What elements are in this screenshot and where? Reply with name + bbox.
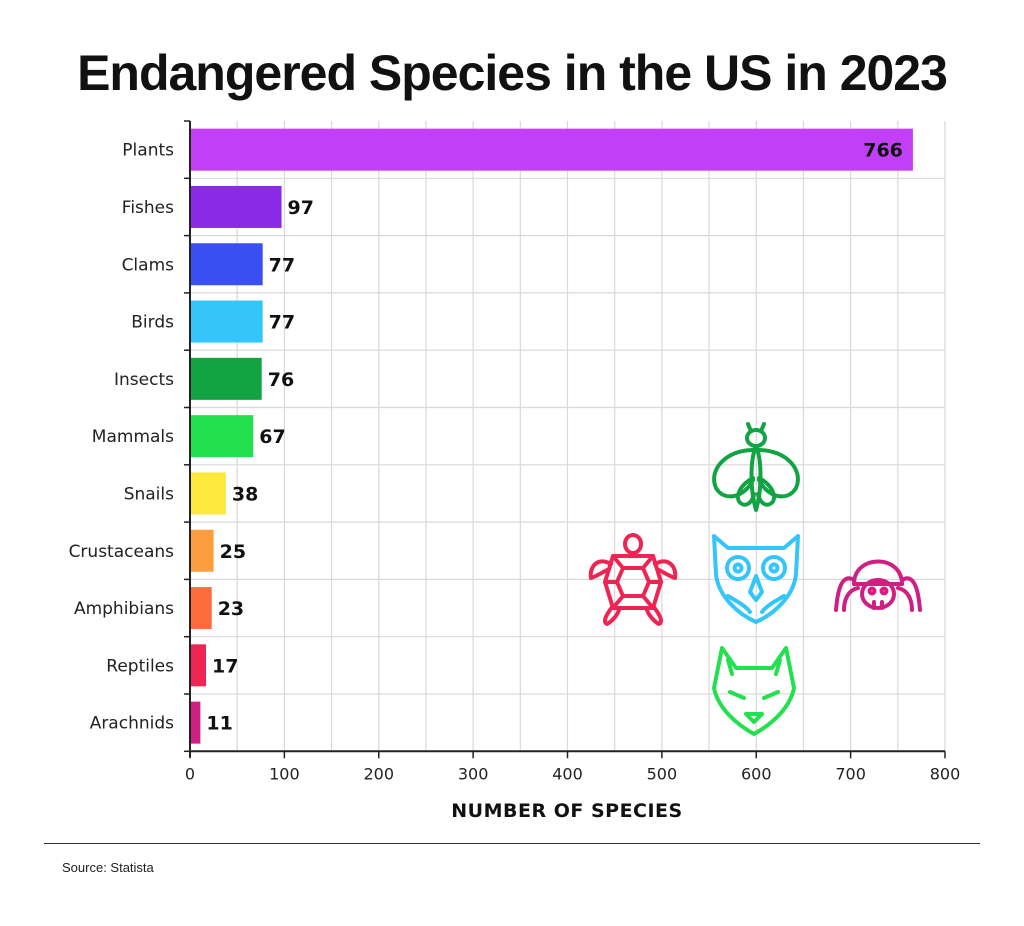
x-tick-label: 800 <box>930 764 961 783</box>
x-tick-label: 100 <box>269 764 300 783</box>
category-label: Reptiles <box>106 656 174 676</box>
bar-plants <box>190 128 913 171</box>
x-axis-title: NUMBER OF SPECIES <box>451 800 682 822</box>
category-label: Arachnids <box>90 714 174 734</box>
category-label: Crustaceans <box>69 542 175 562</box>
grid-lines <box>190 121 946 752</box>
x-tick-label: 500 <box>647 764 678 783</box>
value-label: 77 <box>269 254 295 276</box>
x-tick-label: 700 <box>835 764 866 783</box>
category-label: Amphibians <box>74 599 174 619</box>
x-tick-label: 300 <box>458 764 489 783</box>
value-label: 38 <box>232 483 258 505</box>
bar-snails <box>190 472 226 515</box>
value-label: 17 <box>212 655 238 677</box>
value-label: 766 <box>863 140 903 162</box>
bar-chart: Plants 766 Fishes 97 Clams 77 Birds 77 Insects 76… <box>69 120 961 822</box>
value-label: 67 <box>259 426 285 448</box>
category-label: Plants <box>122 141 174 161</box>
x-tick-label: 400 <box>552 764 583 783</box>
bar-birds <box>190 300 263 343</box>
value-label: 25 <box>220 541 246 563</box>
source-note: Source: Statista <box>62 860 154 875</box>
wolf-icon <box>712 646 796 736</box>
bar-fishes <box>190 185 282 228</box>
labels: Plants 766 Fishes 97 Clams 77 Birds 77 Insects 76… <box>69 140 961 784</box>
value-label: 76 <box>268 369 294 391</box>
value-label: 11 <box>206 713 232 735</box>
bar-clams <box>190 243 263 286</box>
x-tick-label: 600 <box>741 764 772 783</box>
x-tick-label: 200 <box>363 764 394 783</box>
bar-crustaceans <box>190 529 214 572</box>
value-label: 77 <box>269 312 295 334</box>
value-label: 97 <box>288 197 314 219</box>
bar-insects <box>190 357 262 400</box>
value-label: 23 <box>218 598 244 620</box>
bar-amphibians <box>190 587 212 630</box>
x-tick-label: 0 <box>185 764 195 783</box>
turtle-icon <box>588 533 678 626</box>
chart-title: Endangered Species in the US in 2023 <box>77 45 948 101</box>
bar-mammals <box>190 415 254 458</box>
category-label: Insects <box>114 370 174 390</box>
category-label: Fishes <box>122 198 174 218</box>
bar-reptiles <box>190 644 207 687</box>
owl-icon <box>712 534 800 624</box>
spider-icon <box>834 559 922 612</box>
category-label: Mammals <box>92 427 174 447</box>
footer-divider <box>44 843 980 844</box>
category-label: Snails <box>124 484 174 504</box>
bar-arachnids <box>190 701 201 744</box>
bars <box>190 128 913 744</box>
insect-icon <box>712 422 800 512</box>
category-label: Birds <box>131 313 174 333</box>
category-label: Clams <box>122 255 175 275</box>
axes <box>184 120 946 759</box>
